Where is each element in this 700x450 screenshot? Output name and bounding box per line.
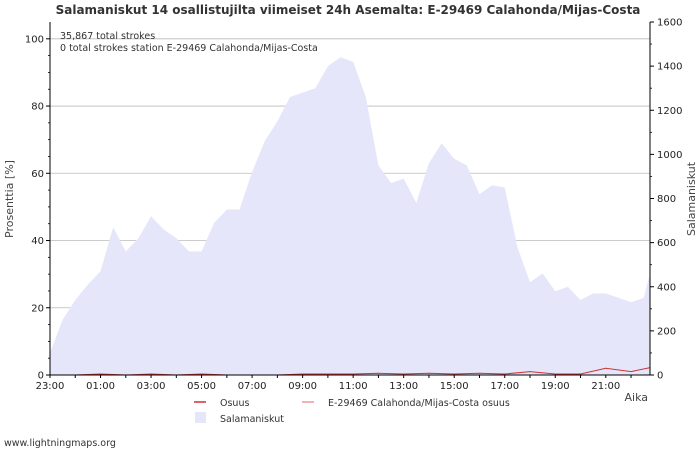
y-right-tick-label: 0 xyxy=(657,371,663,382)
x-axis-ticks: 23:00 01:00 03:00 05:00 07:00 09:00 11:00 13:00… xyxy=(36,375,632,392)
x-axis-label: Aika xyxy=(625,391,649,404)
x-tick-label: 05:00 xyxy=(187,381,216,392)
x-tick-label: 13:00 xyxy=(389,381,418,392)
right-axis-ticks: 0 200 400 600 800 1000 1200 1400 1600 xyxy=(650,18,682,382)
legend: Osuus E-29469 Calahonda/Mijas-Costa osuu… xyxy=(194,398,510,425)
chart-title: Salamaniskut 14 osallistujilta viimeiset… xyxy=(56,3,641,17)
y-right-tick-label: 200 xyxy=(657,326,676,337)
annotation-total-strokes: 35,867 total strokes xyxy=(60,31,155,42)
x-tick-label: 19:00 xyxy=(541,381,570,392)
y-right-tick-label: 1600 xyxy=(657,18,682,29)
y-left-tick-label: 40 xyxy=(31,236,44,247)
y-left-tick-label: 60 xyxy=(31,169,44,180)
y-right-tick-label: 600 xyxy=(657,238,676,249)
legend-label-station: E-29469 Calahonda/Mijas-Costa osuus xyxy=(328,398,510,409)
x-tick-label: 23:00 xyxy=(36,381,65,392)
y-left-tick-label: 0 xyxy=(38,371,44,382)
x-tick-label: 17:00 xyxy=(490,381,519,392)
x-tick-label: 03:00 xyxy=(137,381,166,392)
y-axis-right-label: Salamaniskut xyxy=(685,161,698,236)
left-axis-ticks: 0 20 40 60 80 100 xyxy=(25,34,50,382)
legend-label-strokes: Salamaniskut xyxy=(220,414,284,425)
y-right-tick-label: 1200 xyxy=(657,106,682,117)
x-tick-label: 15:00 xyxy=(440,381,469,392)
y-left-tick-label: 100 xyxy=(25,34,44,45)
y-left-tick-label: 80 xyxy=(31,102,44,113)
x-tick-label: 01:00 xyxy=(86,381,115,392)
x-tick-label: 07:00 xyxy=(238,381,267,392)
y-axis-left-label: Prosenttia [%] xyxy=(3,160,16,238)
legend-swatch-strokes xyxy=(195,412,206,423)
x-tick-label: 09:00 xyxy=(288,381,317,392)
y-right-tick-label: 1400 xyxy=(657,62,682,73)
y-right-tick-label: 800 xyxy=(657,194,676,205)
annotation-station-strokes: 0 total strokes station E-29469 Calahond… xyxy=(60,43,318,54)
watermark: www.lightningmaps.org xyxy=(4,438,116,449)
y-right-tick-label: 400 xyxy=(657,282,676,293)
series-line-osuus xyxy=(50,367,651,376)
y-left-tick-label: 20 xyxy=(31,303,44,314)
x-tick-label: 11:00 xyxy=(339,381,368,392)
series-area-salamaniskut xyxy=(50,57,650,376)
legend-label-osuus: Osuus xyxy=(220,398,249,409)
y-right-tick-label: 1000 xyxy=(657,150,682,161)
x-tick-label: 21:00 xyxy=(591,381,620,392)
strokes-area-layer xyxy=(50,57,650,376)
